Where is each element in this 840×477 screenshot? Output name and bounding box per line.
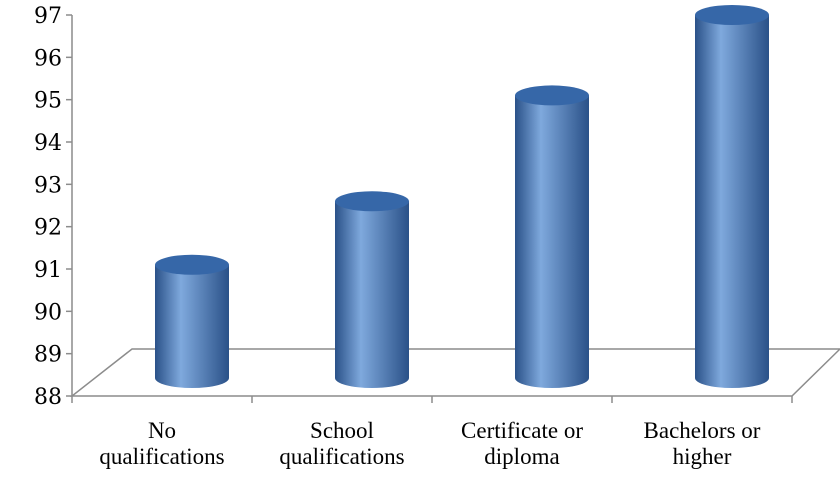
- x-category-label: higher: [673, 444, 732, 469]
- bar-top: [515, 85, 589, 106]
- y-tick-label: 95: [34, 89, 62, 114]
- y-tick-label: 90: [34, 300, 62, 325]
- x-category-label: No: [148, 418, 176, 443]
- x-category-label: diploma: [484, 444, 559, 469]
- bar: [695, 5, 769, 388]
- x-category-label: Certificate or: [461, 418, 583, 443]
- x-category-label: qualifications: [279, 444, 404, 469]
- bar: [335, 191, 409, 388]
- floor-plane: [69, 348, 840, 397]
- y-tick-label: 94: [34, 131, 62, 156]
- bar: [515, 85, 589, 388]
- bar-body: [155, 264, 229, 388]
- bar-top: [335, 191, 409, 212]
- bar-body: [335, 201, 409, 388]
- x-category-label: Bachelors or: [644, 418, 761, 443]
- x-category-label: School: [310, 418, 374, 443]
- chart-bars: [155, 5, 769, 388]
- bar: [155, 254, 229, 388]
- y-tick-label: 91: [34, 258, 62, 283]
- y-tick-label: 97: [34, 4, 62, 29]
- x-axis-category-labels: NoqualificationsSchoolqualificationsCert…: [99, 418, 760, 469]
- chart-axes: [66, 14, 840, 403]
- y-tick-label: 93: [34, 173, 62, 198]
- y-tick-label: 96: [34, 46, 62, 71]
- bar-body: [515, 95, 589, 388]
- y-tick-label: 92: [34, 216, 62, 241]
- y-tick-label: 89: [34, 343, 62, 368]
- bar-body: [695, 15, 769, 388]
- bar-top: [695, 5, 769, 25]
- bar-top: [155, 254, 229, 275]
- y-tick-label: 88: [34, 385, 62, 410]
- y-axis-tick-labels: 88 89 90 91 92 93 94 95 96 97: [34, 4, 62, 410]
- x-category-label: qualifications: [99, 444, 224, 469]
